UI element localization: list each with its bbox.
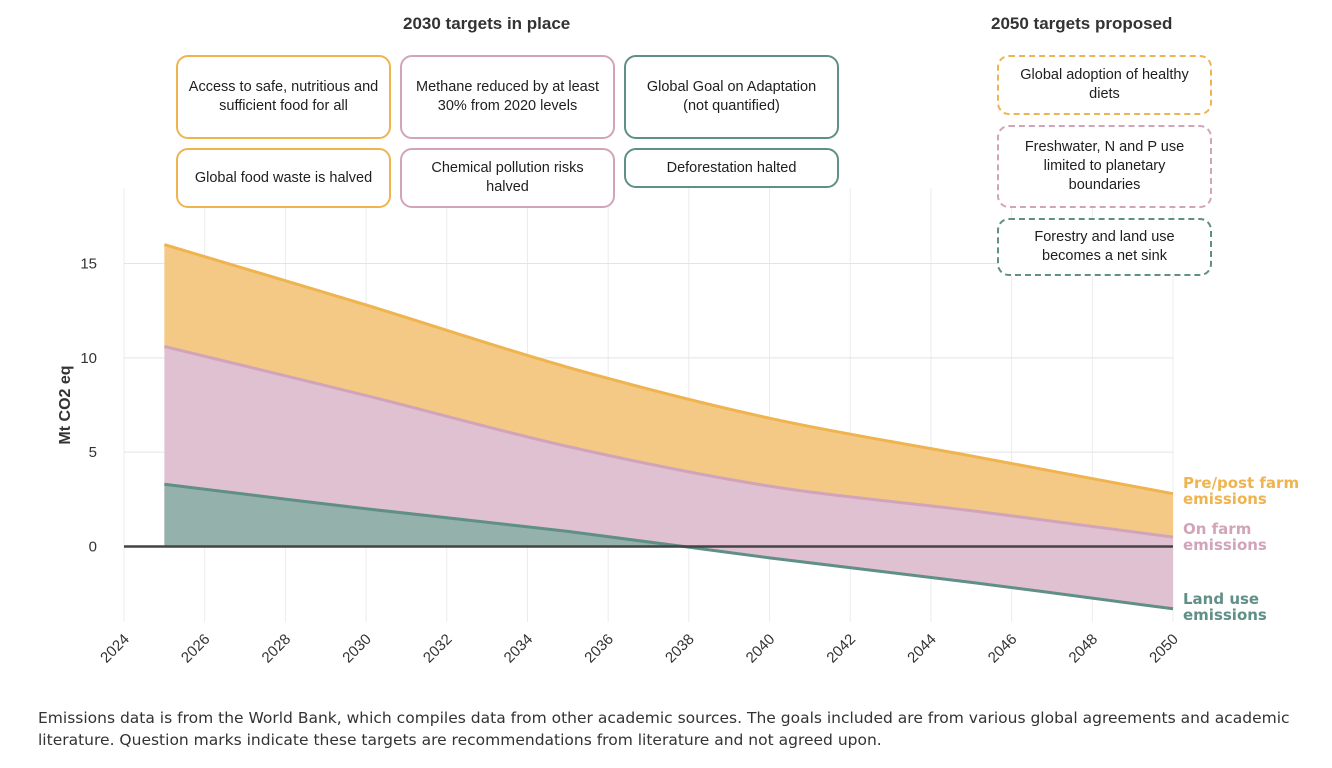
target-deforestation-text: Deforestation halted	[666, 159, 797, 176]
label-land-use-line2: emissions	[1183, 606, 1267, 624]
x-tick-label: 2036	[581, 631, 617, 667]
x-tick-label: 2038	[662, 631, 698, 667]
target-methane: Methane reduced by at least 30% from 202…	[400, 55, 615, 139]
y-axis-title: Mt CO2 eq	[57, 365, 74, 444]
target-adaptation-text: Global Goal on Adaptation (not quantifie…	[646, 79, 817, 114]
target-food-access-text: Access to safe, nutritious and sufficien…	[188, 79, 379, 114]
target-planetary-boundaries: Freshwater, N and P use limited to plane…	[997, 125, 1212, 208]
land-use-line	[164, 482, 1174, 611]
pre-post-farm-area	[164, 244, 1173, 538]
x-tick-label: 2040	[743, 631, 779, 667]
target-planetary-boundaries-text: Freshwater, N and P use limited to plane…	[1024, 139, 1185, 193]
label-pre-post-farm-line2: emissions	[1183, 490, 1267, 508]
target-food-waste-text: Global food waste is halved	[194, 169, 373, 186]
x-tick-label: 2032	[420, 631, 456, 667]
target-healthy-diets: Global adoption of healthy diets	[997, 55, 1212, 115]
x-tick-label: 2030	[339, 631, 375, 667]
x-tick-label: 2024	[97, 631, 133, 667]
target-adaptation: Global Goal on Adaptation (not quantifie…	[624, 55, 839, 139]
x-tick-label: 2050	[1146, 631, 1182, 667]
footer-note: Emissions data is from the World Bank, w…	[38, 709, 1290, 749]
target-net-sink-text: Forestry and land use becomes a net sink	[1034, 229, 1175, 264]
area-series	[163, 243, 1174, 611]
target-food-waste: Global food waste is halved	[176, 148, 391, 208]
label-pre-post-farm: Pre/post farm emissions	[1183, 474, 1299, 508]
heading-2030-targets: 2030 targets in place	[403, 14, 571, 33]
target-chemical-pollution: Chemical pollution risks halved	[400, 148, 615, 208]
label-land-use: Land use emissions	[1183, 590, 1267, 624]
label-on-farm: On farm emissions	[1183, 520, 1267, 554]
on-farm-area	[164, 346, 1173, 609]
pre-post-farm-line	[163, 243, 1174, 496]
label-on-farm-line1: On farm	[1183, 520, 1251, 538]
x-tick-label: 2046	[985, 631, 1021, 667]
x-tick-label: 2026	[178, 631, 214, 667]
y-tick-label: 0	[89, 539, 97, 556]
heading-2050-targets: 2050 targets proposed	[991, 14, 1173, 33]
x-tick-label: 2042	[823, 631, 859, 667]
on-farm-line	[163, 345, 1174, 539]
target-food-access: Access to safe, nutritious and sufficien…	[176, 55, 391, 139]
label-land-use-line1: Land use	[1183, 590, 1259, 608]
y-tick-label: 15	[80, 255, 97, 272]
label-pre-post-farm-line1: Pre/post farm	[1183, 474, 1299, 492]
target-deforestation: Deforestation halted	[624, 148, 839, 188]
x-tick-label: 2034	[501, 631, 537, 667]
target-chemical-pollution-text: Chemical pollution risks halved	[431, 160, 584, 195]
label-on-farm-line2: emissions	[1183, 536, 1267, 554]
target-healthy-diets-text: Global adoption of healthy diets	[1020, 67, 1189, 102]
y-tick-label: 10	[80, 350, 97, 367]
target-methane-text: Methane reduced by at least 30% from 202…	[416, 79, 599, 114]
x-tick-label: 2028	[259, 631, 295, 667]
y-tick-label: 5	[89, 444, 97, 461]
x-tick-label: 2048	[1066, 631, 1102, 667]
target-net-sink: Forestry and land use becomes a net sink	[997, 218, 1212, 276]
x-tick-label: 2044	[904, 631, 940, 667]
